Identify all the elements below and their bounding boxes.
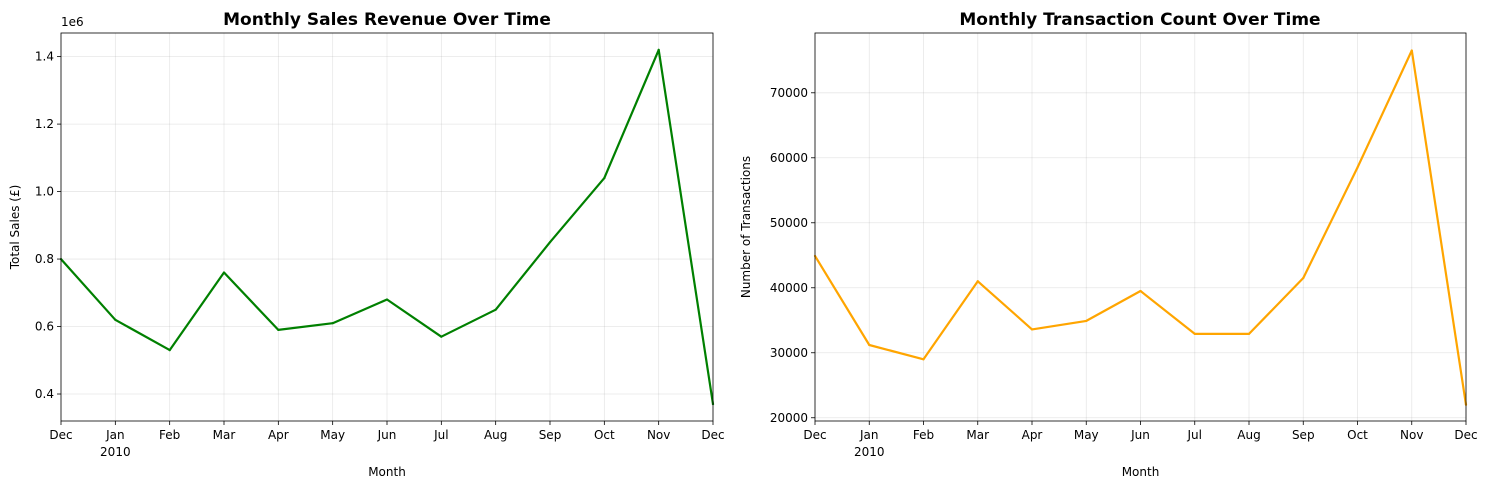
data-point: [868, 343, 871, 347]
y-tick-label: 60000: [770, 151, 808, 165]
data-point: [440, 335, 443, 338]
data-point: [222, 271, 226, 274]
y-tick-label: 0.4: [35, 387, 54, 401]
y-tick-label: 1.4: [35, 50, 54, 64]
y-axis-label: Number of Transactions: [739, 156, 753, 298]
y-tick-label: 70000: [770, 86, 808, 100]
x-tick-label: Dec: [803, 428, 826, 442]
x-year-label: 2010: [100, 445, 131, 459]
x-axis-label: Month: [1122, 465, 1160, 479]
x-tick-label: Dec: [1454, 428, 1477, 442]
x-tick-label: Jan: [859, 428, 879, 442]
chart-title: Monthly Sales Revenue Over Time: [223, 10, 551, 30]
x-tick-label: Dec: [49, 428, 72, 442]
data-point: [385, 298, 389, 301]
x-tick-label: Jun: [377, 428, 397, 442]
x-tick-label: Aug: [1237, 428, 1260, 442]
x-tick-label: May: [1074, 428, 1099, 442]
data-point: [657, 48, 660, 51]
x-tick-label: Apr: [268, 428, 289, 442]
x-tick-label: Jun: [1130, 428, 1150, 442]
x-year-label: 2010: [854, 445, 885, 459]
y-tick-label: 50000: [770, 216, 808, 230]
x-tick-label: Mar: [213, 428, 236, 442]
x-tick-label: Feb: [913, 428, 934, 442]
data-point: [1247, 332, 1251, 336]
x-tick-label: Nov: [647, 428, 670, 442]
y-axis-label: Total Sales (£): [8, 185, 22, 271]
x-tick-label: Oct: [594, 428, 615, 442]
y-tick-label: 0.8: [35, 252, 54, 266]
x-tick-label: Oct: [1347, 428, 1368, 442]
y-tick-label: 1.2: [35, 117, 54, 131]
data-point: [1410, 49, 1413, 52]
data-point: [548, 241, 552, 244]
data-point: [1193, 332, 1196, 336]
data-point: [603, 176, 606, 180]
transaction-count-chart: Dec Jan Feb Mar Apr May Jun Jul Aug Sep Oct Nov Dec 2…: [739, 10, 1478, 479]
x-tick-label: Sep: [539, 428, 562, 442]
x-tick-label: Nov: [1400, 428, 1423, 442]
x-tick-label: Aug: [484, 428, 507, 442]
data-point: [1139, 289, 1142, 293]
y-tick-label: 20000: [770, 411, 808, 425]
data-point: [331, 322, 334, 325]
x-tick-label: Feb: [159, 428, 180, 442]
y-tick-label: 30000: [770, 346, 808, 360]
data-point: [976, 280, 979, 283]
data-point: [1302, 276, 1305, 280]
data-point: [114, 318, 117, 321]
data-point: [1356, 166, 1359, 169]
y-tick-label: 0.6: [35, 320, 54, 334]
x-tick-label: Dec: [701, 428, 724, 442]
data-point: [1030, 328, 1034, 331]
data-point: [1085, 319, 1088, 323]
x-axis-label: Month: [368, 465, 406, 479]
y-offset-label: 1e6: [61, 15, 84, 29]
x-tick-label: Jul: [433, 428, 448, 442]
data-point: [277, 328, 280, 332]
y-tick-label: 1.0: [35, 185, 54, 199]
x-tick-label: Sep: [1292, 428, 1315, 442]
chart-title: Monthly Transaction Count Over Time: [959, 10, 1320, 30]
x-tick-label: Mar: [966, 428, 989, 442]
x-tick-label: Jan: [105, 428, 125, 442]
data-point: [494, 308, 497, 311]
sales-revenue-chart: Dec Jan Feb Mar Apr May Jun Jul Aug Sep Oct Nov Dec 2…: [8, 10, 725, 479]
data-point: [168, 349, 171, 352]
x-tick-label: Apr: [1022, 428, 1043, 442]
x-tick-label: Jul: [1187, 428, 1202, 442]
x-tick-label: May: [320, 428, 345, 442]
y-tick-label: 40000: [770, 281, 808, 295]
data-point: [922, 358, 925, 361]
